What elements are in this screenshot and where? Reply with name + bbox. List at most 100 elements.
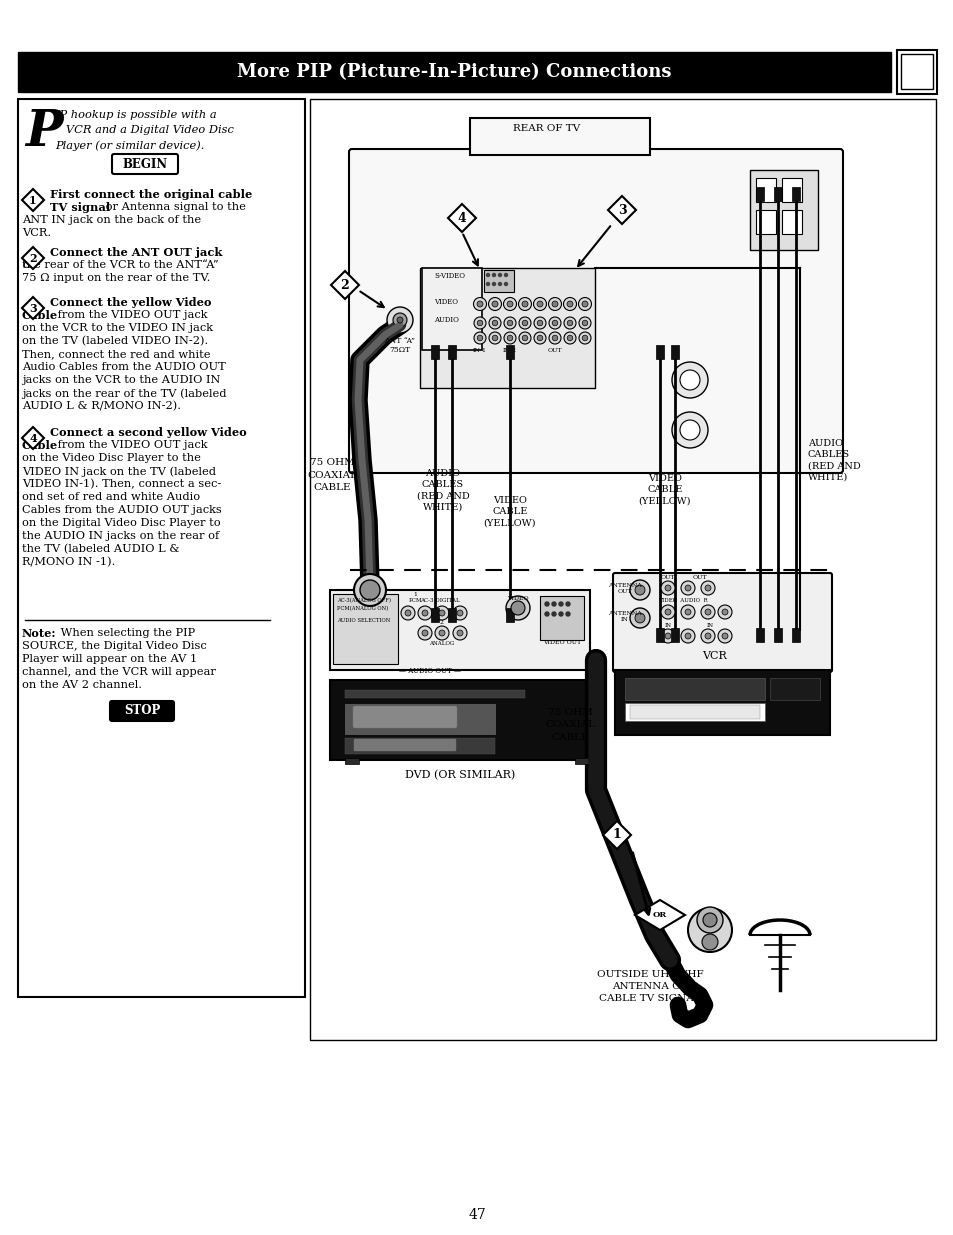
Bar	[670, 629, 679, 642]
Circle shape	[473, 298, 486, 310]
Circle shape	[400, 606, 415, 620]
Circle shape	[521, 301, 527, 308]
Circle shape	[456, 630, 462, 636]
Circle shape	[503, 332, 516, 345]
Bar	[431, 345, 438, 359]
Circle shape	[664, 634, 670, 638]
Circle shape	[635, 613, 644, 622]
Circle shape	[552, 320, 558, 326]
Bar	[330, 590, 589, 671]
Circle shape	[548, 317, 560, 329]
Circle shape	[544, 613, 548, 616]
Circle shape	[486, 273, 489, 277]
Bar	[791, 629, 800, 642]
Bar	[419, 268, 595, 388]
Text: VIDEO
CABLE
(YELLOW): VIDEO CABLE (YELLOW)	[483, 496, 536, 527]
Text: or Antenna signal to the: or Antenna signal to the	[102, 203, 246, 212]
FancyBboxPatch shape	[354, 739, 456, 751]
Bar	[615, 671, 829, 735]
Circle shape	[492, 335, 497, 341]
Bar	[755, 629, 763, 642]
Circle shape	[518, 298, 531, 310]
Text: R/MONO IN -1).: R/MONO IN -1).	[22, 557, 115, 567]
Circle shape	[456, 610, 462, 616]
Circle shape	[537, 301, 542, 308]
Circle shape	[503, 317, 516, 329]
Circle shape	[354, 574, 386, 606]
Text: 2: 2	[340, 279, 349, 291]
Text: IN: IN	[706, 622, 713, 629]
Text: 1: 1	[612, 829, 620, 841]
Circle shape	[438, 610, 444, 616]
Text: L  AUDIO  R: L AUDIO R	[672, 598, 706, 603]
Text: AC-3 DIGITAL: AC-3 DIGITAL	[419, 598, 459, 603]
Circle shape	[396, 317, 402, 324]
Polygon shape	[22, 296, 44, 319]
Circle shape	[544, 601, 548, 606]
Text: on the Digital Video Disc Player to: on the Digital Video Disc Player to	[22, 517, 220, 529]
Bar	[345, 690, 524, 698]
Circle shape	[435, 606, 449, 620]
Text: S-VIDEO: S-VIDEO	[434, 272, 464, 280]
Text: ANTENNA
IN: ANTENNA IN	[607, 611, 641, 621]
Circle shape	[474, 332, 485, 345]
Circle shape	[417, 606, 432, 620]
Text: Cables from the AUDIO OUT jacks: Cables from the AUDIO OUT jacks	[22, 505, 221, 515]
Bar	[791, 186, 800, 201]
Text: VCR and a Digital Video Disc: VCR and a Digital Video Disc	[55, 125, 233, 135]
Text: PCM(ANALOG ON): PCM(ANALOG ON)	[336, 606, 388, 611]
Text: 75 Ω input on the rear of the TV.: 75 Ω input on the rear of the TV.	[22, 273, 211, 283]
Bar	[470, 119, 649, 156]
Text: from the VIDEO OUT jack: from the VIDEO OUT jack	[54, 310, 208, 320]
Circle shape	[565, 601, 569, 606]
Bar	[18, 99, 305, 997]
Text: on: on	[22, 261, 36, 270]
Bar	[505, 608, 514, 622]
Text: on the TV (labeled VIDEO IN-2).: on the TV (labeled VIDEO IN-2).	[22, 336, 208, 346]
Circle shape	[476, 301, 482, 308]
Text: TV signal: TV signal	[50, 203, 111, 212]
Circle shape	[507, 320, 513, 326]
Polygon shape	[331, 270, 358, 299]
Circle shape	[679, 370, 700, 390]
Bar	[483, 270, 514, 291]
Text: Connect a second yellow Video: Connect a second yellow Video	[50, 427, 247, 438]
Circle shape	[660, 629, 675, 643]
Text: OUT: OUT	[547, 348, 561, 353]
Text: 3: 3	[30, 303, 37, 314]
Text: Player will appear on the AV 1: Player will appear on the AV 1	[22, 655, 197, 664]
Text: VIDEO
CABLE
(YELLOW): VIDEO CABLE (YELLOW)	[639, 474, 691, 505]
Bar	[624, 678, 764, 700]
Text: ANTENNA
OUT: ANTENNA OUT	[607, 583, 641, 594]
Circle shape	[702, 913, 717, 927]
Text: Note:: Note:	[22, 629, 56, 638]
Circle shape	[721, 609, 727, 615]
Polygon shape	[22, 189, 44, 211]
Text: Cable: Cable	[22, 440, 58, 451]
Circle shape	[704, 634, 710, 638]
Text: the rear of the VCR to the ANT“A”: the rear of the VCR to the ANT“A”	[22, 261, 218, 270]
Bar	[421, 268, 481, 350]
Circle shape	[537, 335, 542, 341]
Circle shape	[660, 605, 675, 619]
FancyBboxPatch shape	[110, 701, 173, 721]
Circle shape	[503, 298, 516, 310]
Bar	[431, 608, 438, 622]
FancyBboxPatch shape	[349, 149, 842, 473]
Circle shape	[548, 332, 560, 345]
Text: SOURCE, the Digital Video Disc: SOURCE, the Digital Video Disc	[22, 641, 207, 651]
Bar	[773, 629, 781, 642]
Text: OUTSIDE UHF/VHF
ANTENNA OR
CABLE TV SIGNAL: OUTSIDE UHF/VHF ANTENNA OR CABLE TV SIGN…	[596, 969, 702, 1003]
Polygon shape	[602, 821, 630, 848]
Bar	[781, 210, 801, 233]
Circle shape	[687, 908, 731, 952]
Text: from the VIDEO OUT jack: from the VIDEO OUT jack	[54, 440, 208, 450]
Text: BEGIN: BEGIN	[122, 158, 168, 170]
Bar	[624, 703, 764, 721]
Circle shape	[578, 317, 590, 329]
Circle shape	[558, 601, 562, 606]
Circle shape	[498, 283, 501, 285]
Circle shape	[552, 601, 556, 606]
Circle shape	[565, 613, 569, 616]
Bar	[345, 739, 495, 755]
